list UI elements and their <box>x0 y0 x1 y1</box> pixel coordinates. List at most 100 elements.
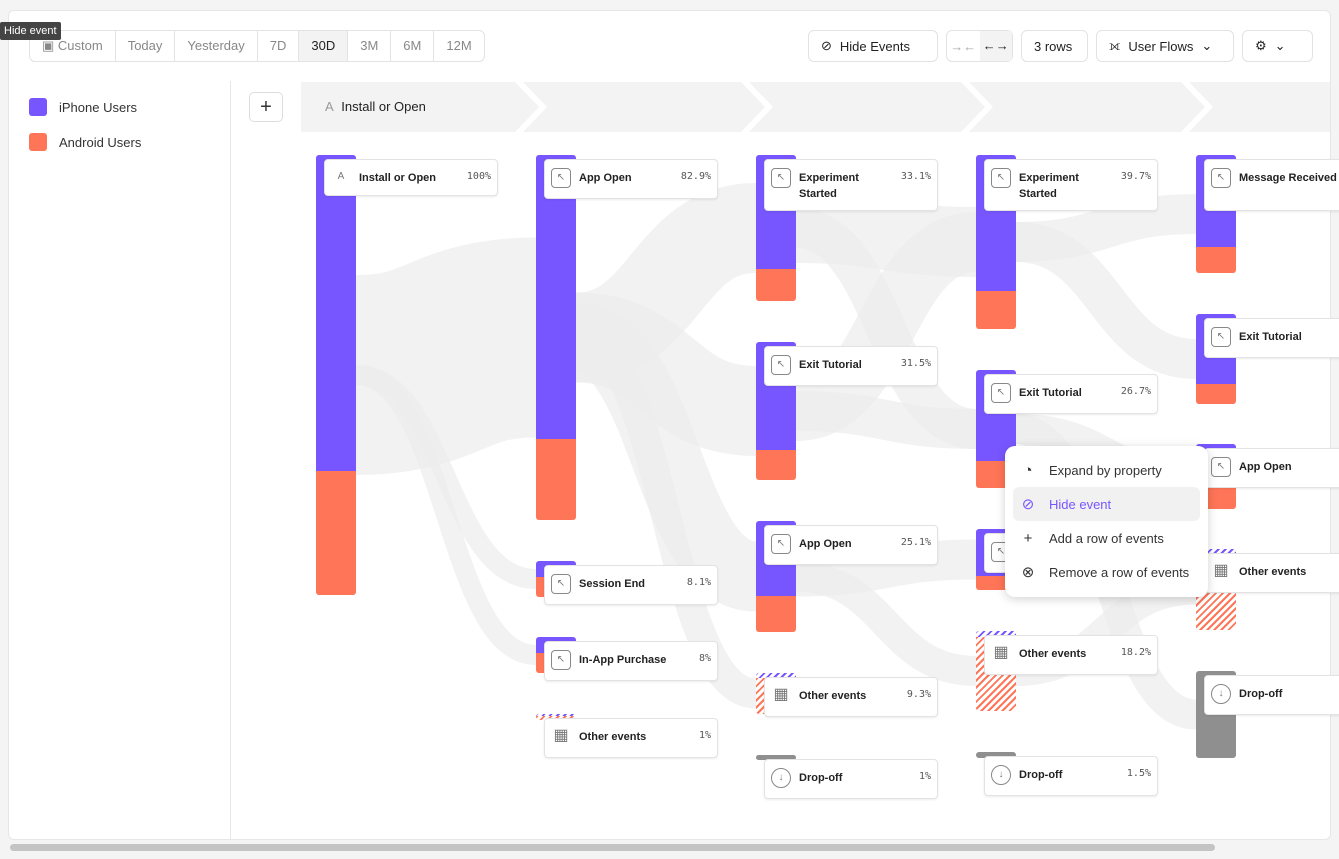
node-card[interactable]: ↖ Session End 8.1% <box>544 565 718 605</box>
node-label: In-App Purchase <box>579 654 667 666</box>
node-card[interactable]: ↓ Drop-off 1.5% <box>984 756 1158 796</box>
node-card[interactable]: ▦ Other events 1% <box>544 718 718 758</box>
menu-add-row[interactable]: + Add a row of events <box>1013 521 1200 555</box>
node-label: Experiment Started <box>799 172 859 200</box>
android-segment <box>536 439 576 520</box>
node-label: Drop-off <box>1019 769 1063 781</box>
arrows-out-icon[interactable]: ←→ <box>979 31 1012 61</box>
add-step-button[interactable]: + <box>249 92 283 122</box>
node-label: Exit Tutorial <box>799 359 862 371</box>
node-label: Other events <box>1019 648 1087 660</box>
node-percent: 8.1% <box>686 577 711 588</box>
cursor-click-icon: ↖ <box>771 534 791 554</box>
menu-remove-row[interactable]: ⊗ Remove a row of events <box>1013 555 1200 589</box>
node-label: Other events <box>579 731 647 743</box>
node-label: Other events <box>1239 566 1307 578</box>
node-percent: 39.7% <box>1120 171 1151 182</box>
android-segment <box>1196 384 1236 404</box>
chart-type-dropdown[interactable]: ⟗ User Flows ⌄ <box>1096 30 1234 62</box>
arrow-down-icon: ↓ <box>991 765 1011 785</box>
node-card[interactable]: ↖ In-App Purchase 8% <box>544 641 718 681</box>
node-bar[interactable] <box>976 752 1016 758</box>
range-6m[interactable]: 6M <box>391 31 435 61</box>
date-range-picker: ▣ Custom Today Yesterday 7D 30D 3M 6M 12… <box>29 30 485 62</box>
rows-button[interactable]: 3 rows <box>1021 30 1088 62</box>
cursor-click-icon: ↖ <box>551 650 571 670</box>
arrows-in-icon[interactable]: →← <box>950 38 977 54</box>
grid-icon: ▦ <box>1213 562 1229 579</box>
flow-link <box>354 365 538 665</box>
grid-icon: ▦ <box>993 644 1009 661</box>
range-yesterday[interactable]: Yesterday <box>175 31 258 61</box>
range-3m[interactable]: 3M <box>348 31 392 61</box>
node-card[interactable]: ↖ App Open <box>1204 448 1339 488</box>
node-bar[interactable] <box>536 155 576 520</box>
node-card[interactable]: ↓ Drop-off <box>1204 675 1339 715</box>
node-percent: 82.9% <box>680 171 711 182</box>
node-card[interactable]: A Install or Open 100% <box>324 159 498 196</box>
node-percent: 1% <box>918 771 931 782</box>
cursor-click-icon: ↖ <box>771 355 791 375</box>
node-bar[interactable] <box>756 755 796 760</box>
node-percent: 33.1% <box>900 171 931 182</box>
node-card[interactable]: ↓ Drop-off 1% <box>764 759 938 799</box>
scrollbar-thumb[interactable] <box>10 844 1215 851</box>
legend: iPhone Users Android Users <box>9 81 231 839</box>
hide-events-button[interactable]: ⊘ Hide Events <box>808 30 938 62</box>
flow-links <box>353 183 1198 730</box>
android-segment <box>756 450 796 480</box>
grid-icon: ▦ <box>773 686 789 703</box>
node-percent: 31.5% <box>900 358 931 369</box>
range-12m[interactable]: 12M <box>446 38 472 53</box>
android-segment <box>976 291 1016 329</box>
node-bar[interactable] <box>316 155 356 595</box>
node-card[interactable]: ▦ Other events <box>1204 553 1339 593</box>
android-segment <box>1196 247 1236 273</box>
plus-icon: + <box>1023 529 1033 547</box>
node-label: App Open <box>1239 461 1292 473</box>
cursor-click-icon: ↖ <box>1211 168 1231 188</box>
settings-dropdown[interactable]: ⚙ ⌄ <box>1242 30 1313 62</box>
arrow-down-icon: ↓ <box>1211 684 1231 704</box>
node-percent: 26.7% <box>1120 386 1151 397</box>
cursor-click-icon: ↖ <box>991 383 1011 403</box>
chevron-down-icon: ⌄ <box>1274 38 1286 53</box>
legend-item-iphone[interactable]: iPhone Users <box>29 98 137 116</box>
node-card[interactable]: ↖ Message Received <box>1204 159 1339 211</box>
android-segment <box>316 471 356 595</box>
step-header-label: A Install or Open <box>325 99 426 114</box>
iphone-segment <box>1196 549 1236 555</box>
range-30d[interactable]: 30D <box>299 31 349 61</box>
menu-hide-event[interactable]: ⊘ Hide event <box>1013 487 1200 521</box>
node-card[interactable]: ↖ App Open 25.1% <box>764 525 938 565</box>
flow-link <box>573 322 759 709</box>
flow-link <box>1014 222 1198 379</box>
flow-link <box>795 391 977 449</box>
node-card[interactable]: ▦ Other events 9.3% <box>764 677 938 717</box>
node-card[interactable]: ↖ Exit Tutorial 31.5% <box>764 346 938 386</box>
node-label: Drop-off <box>799 772 843 784</box>
node-card[interactable]: ↖ App Open 82.9% <box>544 159 718 199</box>
node-label: Other events <box>799 690 867 702</box>
menu-expand-by-property[interactable]: ◔ Expand by property <box>1013 453 1200 487</box>
node-card[interactable]: ↖ Experiment Started 39.7% <box>984 159 1158 211</box>
cursor-click-icon: ↖ <box>551 168 571 188</box>
range-7d[interactable]: 7D <box>258 31 300 61</box>
node-label: App Open <box>799 538 852 550</box>
android-segment <box>756 269 796 301</box>
grid-icon: ▦ <box>553 727 569 744</box>
node-card[interactable]: ↖ Experiment Started 33.1% <box>764 159 938 211</box>
range-today[interactable]: Today <box>116 31 176 61</box>
horizontal-scrollbar[interactable] <box>8 842 1331 852</box>
iphone-segment <box>536 714 576 716</box>
node-card[interactable]: ▦ Other events 18.2% <box>984 635 1158 675</box>
node-card[interactable]: ↖ Exit Tutorial <box>1204 318 1339 358</box>
expand-property-icon: ◔ <box>1023 461 1033 479</box>
node-card[interactable]: ↖ Exit Tutorial 26.7% <box>984 374 1158 414</box>
cursor-click-icon: ↖ <box>1211 327 1231 347</box>
node-label: Install or Open <box>359 172 437 184</box>
legend-item-android[interactable]: Android Users <box>29 133 141 151</box>
custom-range-button[interactable]: ▣ Custom <box>30 31 116 61</box>
context-menu: ◔ Expand by property ⊘ Hide event + Add a r… <box>1005 446 1208 597</box>
node-percent: 18.2% <box>1120 647 1151 658</box>
